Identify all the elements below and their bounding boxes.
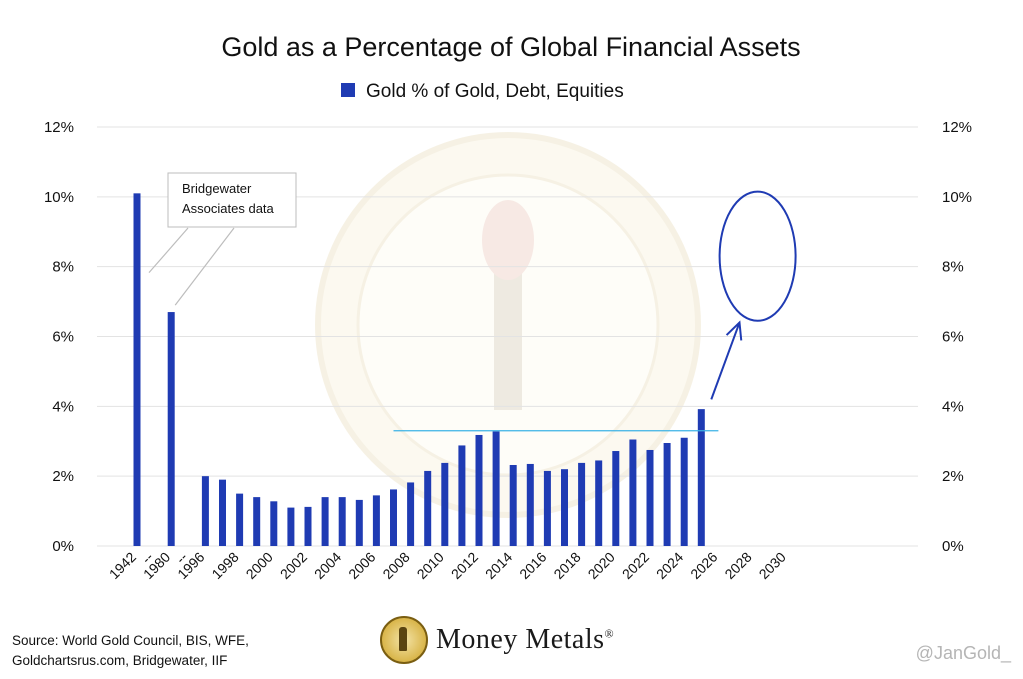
x-tick-label: 2024 <box>653 549 686 582</box>
x-tick-label: 2028 <box>721 549 754 582</box>
source-line-2: Goldchartsrus.com, Bridgewater, IIF <box>12 653 228 668</box>
y-tick-label-right: 0% <box>942 538 964 555</box>
bar <box>578 462 586 546</box>
legend-swatch <box>341 83 355 97</box>
x-tick-label: 1942 <box>106 549 139 582</box>
legend-label: Gold % of Gold, Debt, Equities <box>366 81 624 102</box>
x-tick-label: 2006 <box>345 549 378 582</box>
bar <box>167 312 175 546</box>
x-tick-label: 2008 <box>379 549 412 582</box>
bar <box>338 497 346 546</box>
projection-ellipse <box>718 190 797 322</box>
bar <box>219 479 226 546</box>
bar <box>646 449 654 546</box>
social-handle: @JanGold_ <box>915 643 1011 663</box>
x-tick-label: 2030 <box>756 549 789 582</box>
x-tick-label: 2016 <box>516 549 549 582</box>
bar <box>236 493 244 546</box>
bar <box>407 482 415 546</box>
y-tick-label-left: 12% <box>44 119 74 136</box>
y-tick-label-right: 10% <box>942 189 972 206</box>
y-tick-label-left: 4% <box>52 398 74 415</box>
bar <box>253 497 261 546</box>
bar <box>270 501 278 546</box>
bar <box>475 434 483 546</box>
bar <box>629 439 637 546</box>
bars <box>133 193 705 546</box>
watermark-seal <box>315 132 701 518</box>
bar <box>595 460 603 546</box>
chart-title: Gold as a Percentage of Global Financial… <box>221 32 800 62</box>
bar <box>612 451 620 546</box>
source-note: Source: World Gold Council, BIS, WFE, Go… <box>12 631 249 671</box>
x-tick-label: 2012 <box>448 549 481 582</box>
bar <box>509 464 517 546</box>
bar <box>321 497 329 546</box>
bar <box>390 489 397 546</box>
x-tick-label: 2000 <box>243 549 276 582</box>
bar <box>133 193 141 546</box>
bar <box>287 507 295 546</box>
x-axis: 1942 --1980 --1996 1998 2000 2002 2004 2006 2008… <box>106 549 789 583</box>
legend: Gold % of Gold, Debt, Equities <box>341 81 624 102</box>
callout-leader <box>148 227 189 274</box>
bar <box>424 470 432 546</box>
bar <box>697 409 705 546</box>
bar <box>526 463 534 546</box>
y-tick-label-left: 6% <box>52 329 74 346</box>
y-axis-right: 0% 2% 4% 6% 8% 10% 12% <box>942 119 972 555</box>
y-axis-left: 0% 2% 4% 6% 8% 10% 12% <box>44 119 74 555</box>
bar <box>492 431 500 546</box>
callout-text: Bridgewater <box>182 181 252 196</box>
y-tick-label-right: 4% <box>942 398 964 415</box>
x-tick-label: 2010 <box>414 549 447 582</box>
x-tick-label: 2020 <box>585 549 618 582</box>
x-tick-label: 2004 <box>311 549 344 582</box>
y-tick-label-right: 8% <box>942 259 964 276</box>
x-tick-label: 2026 <box>687 549 720 582</box>
bar <box>458 445 466 546</box>
x-tick-label: 1998 <box>208 549 241 582</box>
projection-arrow-shaft <box>710 322 741 400</box>
bar <box>680 437 688 546</box>
x-tick-label: 2018 <box>550 549 583 582</box>
projection-arrow-head <box>725 320 743 341</box>
brand-name: Money Metals® <box>436 624 614 656</box>
y-tick-label-right: 6% <box>942 329 964 346</box>
y-tick-label-right: 2% <box>942 468 964 485</box>
callout-leader <box>174 227 235 306</box>
y-tick-label-left: 2% <box>52 468 74 485</box>
bar <box>372 495 380 546</box>
bar <box>304 506 312 546</box>
y-tick-label-right: 12% <box>942 119 972 136</box>
annotations: Bridgewater Associates data <box>148 172 797 432</box>
callout-box <box>167 172 297 228</box>
y-tick-label-left: 8% <box>52 259 74 276</box>
bar <box>543 470 551 546</box>
bar <box>561 469 568 546</box>
y-tick-label-left: 10% <box>44 189 74 206</box>
y-tick-label-left: 0% <box>52 538 74 555</box>
money-metals-logo-icon <box>380 616 428 664</box>
bar <box>441 462 449 546</box>
bar <box>201 476 209 546</box>
brand: Money Metals® <box>380 616 614 664</box>
x-tick-label: 2014 <box>482 549 515 582</box>
brand-mark: ® <box>604 626 615 641</box>
x-tick-label: 2002 <box>277 549 310 582</box>
source-line-1: Source: World Gold Council, BIS, WFE, <box>12 633 249 648</box>
x-tick-label: 2022 <box>619 549 652 582</box>
bar <box>355 499 363 546</box>
bar <box>663 442 671 546</box>
brand-name-text: Money Metals <box>436 624 605 655</box>
callout-text: Associates data <box>182 201 275 216</box>
